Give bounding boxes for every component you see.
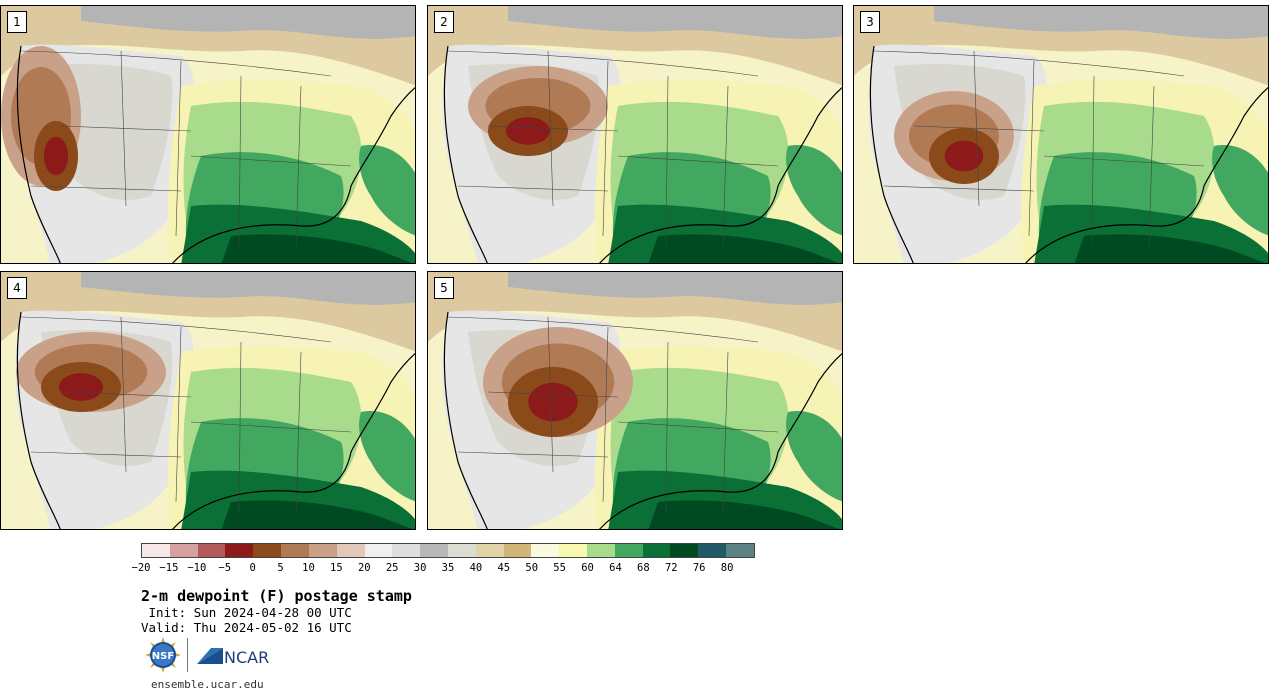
- colorbar-tick-label: 76: [692, 562, 706, 574]
- colorbar-swatch: [559, 544, 587, 557]
- nsf-logo: NSF: [145, 637, 181, 673]
- dewpoint-map: [1, 272, 415, 529]
- colorbar-swatch: [614, 544, 643, 557]
- colorbar: [141, 543, 755, 558]
- postage-stamp-panel: 3: [853, 5, 1269, 264]
- postage-stamp-panel: 1: [0, 5, 416, 264]
- colorbar-swatch: [253, 544, 282, 557]
- colorbar-swatch: [475, 544, 504, 557]
- colorbar-tick-label: 60: [581, 562, 594, 574]
- colorbar-tick-label: 25: [385, 562, 399, 574]
- colorbar-swatch: [142, 544, 170, 557]
- colorbar-tick-label: 80: [720, 562, 734, 574]
- colorbar-swatch: [726, 544, 754, 557]
- dewpoint-map: [428, 272, 842, 529]
- colorbar-tick-label: 45: [497, 562, 511, 574]
- panel-label: 1: [7, 11, 27, 33]
- colorbar-swatch: [308, 544, 337, 557]
- colorbar-tick-label: 30: [413, 562, 427, 574]
- postage-stamp-panel: 4: [0, 271, 416, 530]
- colorbar-tick-label: 15: [330, 562, 343, 574]
- colorbar-swatch: [670, 544, 699, 557]
- panel-label: 4: [7, 277, 27, 299]
- init-time: Init: Sun 2024-04-28 00 UTC: [141, 605, 352, 620]
- panel-label: 2: [434, 11, 454, 33]
- colorbar-tick-label: −5: [218, 562, 232, 574]
- colorbar-swatch: [169, 544, 198, 557]
- colorbar-tick-label: −15: [159, 562, 179, 574]
- colorbar-tick-label: 5: [277, 562, 284, 574]
- colorbar-swatch: [336, 544, 365, 557]
- dewpoint-map: [854, 6, 1268, 263]
- colorbar-swatch: [364, 544, 393, 557]
- colorbar-swatch: [531, 544, 560, 557]
- colorbar-tick-label: 0: [249, 562, 256, 574]
- svg-text:NCAR: NCAR: [224, 648, 269, 667]
- dewpoint-map: [428, 6, 842, 263]
- colorbar-swatch: [420, 544, 448, 557]
- postage-stamp-panel: 5: [427, 271, 843, 530]
- colorbar-tick-label: 55: [553, 562, 566, 574]
- colorbar-swatch: [197, 544, 226, 557]
- panel-label: 3: [860, 11, 880, 33]
- colorbar-swatch: [698, 544, 727, 557]
- colorbar-tick-label: 40: [469, 562, 483, 574]
- colorbar-ticks: −20 −15 −10 −5 0 5 10 15 20 25 30 35 40 45 50 55 60 64 68 7…: [132, 562, 755, 576]
- postage-stamp-panel: 2: [427, 5, 843, 264]
- valid-time: Valid: Thu 2024-05-02 16 UTC: [141, 620, 352, 635]
- logo-divider: [187, 638, 188, 672]
- colorbar-swatch: [447, 544, 476, 557]
- colorbar-tick-label: 68: [637, 562, 650, 574]
- colorbar-tick-label: 50: [525, 562, 539, 574]
- ncar-logo: NCAR: [197, 648, 269, 667]
- dewpoint-map: [1, 6, 415, 263]
- colorbar-swatch: [503, 544, 532, 557]
- website-url: ensemble.ucar.edu: [151, 678, 264, 691]
- colorbar-tick-label: 64: [609, 562, 622, 574]
- colorbar-swatch: [281, 544, 309, 557]
- colorbar-swatch: [587, 544, 615, 557]
- colorbar-swatch: [225, 544, 254, 557]
- chart-title: 2-m dewpoint (F) postage stamp: [141, 587, 412, 605]
- panel-label: 5: [434, 277, 454, 299]
- colorbar-tick-label: 35: [441, 562, 455, 574]
- colorbar-tick-label: 20: [357, 562, 371, 574]
- colorbar-swatch: [642, 544, 671, 557]
- colorbar-tick-label: −10: [187, 562, 207, 574]
- colorbar-tick-label: 72: [664, 562, 678, 574]
- colorbar-swatch: [392, 544, 421, 557]
- svg-text:NSF: NSF: [152, 651, 174, 662]
- colorbar-tick-label: 10: [302, 562, 315, 574]
- colorbar-tick-label: −20: [131, 562, 151, 574]
